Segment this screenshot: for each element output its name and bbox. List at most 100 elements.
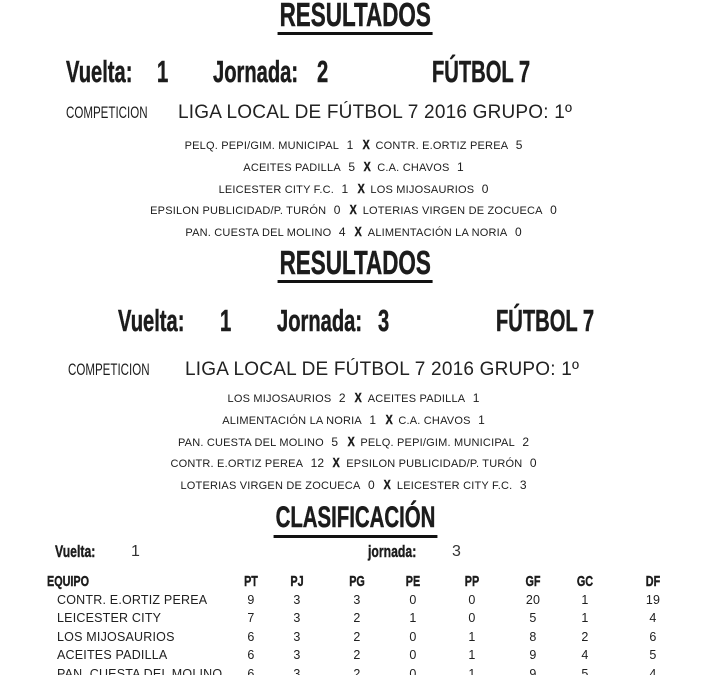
- cell-pj: 3: [293, 593, 301, 607]
- away-score: 1: [457, 159, 464, 174]
- column-header: PE: [405, 573, 421, 590]
- classification-header: CLASIFICACIÓN: [0, 502, 710, 538]
- vuelta-label: Vuelta:: [66, 54, 133, 89]
- section-title: RESULTADOS: [277, 246, 433, 283]
- vuelta-label: Vuelta:: [118, 303, 185, 338]
- match-list-jornada-3: LOS MIJOSAURIOS 2 X ACEITES PADILLA 1 AL…: [0, 387, 710, 496]
- cell-df: 19: [645, 593, 661, 607]
- away-score: 5: [515, 138, 523, 152]
- cell-pe: 0: [409, 629, 417, 644]
- cell-pp: 0: [468, 611, 476, 626]
- competicion-name: LIGA LOCAL DE FÚTBOL 7 2016 GRUPO: 1º: [178, 102, 573, 123]
- cell-pj: 3: [293, 611, 301, 626]
- cell-pp: 1: [468, 629, 476, 644]
- cell-gc: 1: [581, 593, 589, 607]
- cell-gc: 5: [581, 666, 589, 675]
- cell-pg: 2: [353, 611, 361, 626]
- jornada-label: Jornada:: [213, 54, 299, 89]
- score-separator: X: [333, 456, 341, 471]
- cell-pt: 6: [247, 648, 255, 663]
- table-row: LEICESTER CITY 7 3 2 1 0 5 1 4: [0, 609, 710, 627]
- score-separator: X: [357, 181, 365, 196]
- home-team: LEICESTER CITY F.C.: [218, 183, 335, 196]
- cell-pe: 0: [409, 666, 417, 675]
- column-header: PJ: [290, 573, 304, 590]
- cell-pt: 6: [247, 666, 255, 675]
- competicion-label: COMPETICION: [66, 103, 148, 122]
- away-team: C.A. CHAVOS: [377, 161, 450, 174]
- cell-pj: 3: [293, 629, 301, 644]
- classification-meta: Vuelta: 1 jornada: 3: [0, 543, 710, 565]
- home-team: PAN. CUESTA DEL MOLINO: [177, 436, 324, 449]
- home-team: LOTERIAS VIRGEN DE ZOCUECA: [180, 480, 361, 492]
- cell-gf: 9: [529, 666, 537, 675]
- cell-pj: 3: [293, 666, 301, 675]
- cell-df: 4: [649, 666, 657, 675]
- cell-gc: 2: [581, 629, 589, 644]
- round-meta-jornada-3: Vuelta: 1 Jornada: 3 FÚTBOL 7: [0, 305, 710, 341]
- column-header: EQUIPO: [47, 573, 90, 590]
- jornada-value: 3: [452, 543, 461, 560]
- jornada-value: 2: [317, 54, 329, 89]
- column-header: DF: [645, 573, 661, 590]
- home-score: 1: [346, 138, 354, 152]
- cell-pj: 3: [293, 648, 301, 663]
- score-separator: X: [364, 159, 372, 174]
- competicion-name: LIGA LOCAL DE FÚTBOL 7 2016 GRUPO: 1º: [185, 359, 580, 380]
- section-title: RESULTADOS: [277, 0, 433, 35]
- home-score: 5: [348, 159, 355, 174]
- column-header: PG: [349, 573, 365, 590]
- table-row: LOS MIJOSAURIOS 6 3 2 0 1 8 2 6: [0, 628, 710, 646]
- cell-gf: 20: [525, 593, 541, 607]
- away-team: LOS MIJOSAURIOS: [370, 183, 475, 196]
- away-score: 0: [550, 203, 557, 218]
- home-score: 12: [310, 456, 325, 471]
- cell-pp: 0: [468, 593, 476, 607]
- column-header: GC: [576, 573, 594, 590]
- cell-equipo: ACEITES PADILLA: [57, 648, 168, 663]
- home-score: 2: [338, 391, 346, 405]
- home-team: EPSILON PUBLICIDAD/P. TURÓN: [150, 205, 327, 218]
- away-team: ALIMENTACIÓN LA NORIA: [367, 227, 508, 239]
- sport-label: FÚTBOL 7: [496, 303, 595, 338]
- away-team: EPSILON PUBLICIDAD/P. TURÓN: [346, 458, 523, 471]
- cell-equipo: CONTR. E.ORTIZ PEREA: [57, 593, 208, 607]
- cell-equipo: LEICESTER CITY: [57, 611, 162, 626]
- cell-equipo: LOS MIJOSAURIOS: [57, 629, 175, 644]
- vuelta-label: Vuelta:: [55, 542, 96, 561]
- away-score: 0: [529, 456, 537, 471]
- home-score: 5: [331, 434, 339, 449]
- away-team: PELQ. PEPI/GIM. MUNICIPAL: [360, 436, 515, 449]
- cell-equipo: PAN. CUESTA DEL MOLINO: [57, 666, 223, 675]
- home-team: ACEITES PADILLA: [243, 161, 341, 174]
- home-score: 0: [367, 478, 375, 492]
- home-team: CONTR. E.ORTIZ PEREA: [170, 458, 304, 471]
- away-score: 0: [514, 225, 522, 239]
- cell-pe: 0: [409, 648, 417, 663]
- column-header: PP: [464, 573, 480, 590]
- away-team: C.A. CHAVOS: [398, 414, 471, 427]
- score-separator: X: [385, 412, 393, 427]
- away-team: LEICESTER CITY F.C.: [396, 480, 513, 492]
- column-header: PT: [244, 573, 258, 590]
- cell-pt: 7: [247, 611, 255, 626]
- home-team: LOS MIJOSAURIOS: [227, 393, 332, 405]
- cell-gf: 9: [529, 648, 537, 663]
- match-result: PAN. CUESTA DEL MOLINO 5 X PELQ. PEPI/GI…: [0, 431, 710, 453]
- home-score: 0: [333, 203, 341, 218]
- home-score: 1: [341, 181, 349, 196]
- jornada-label: jornada:: [368, 542, 417, 561]
- table-row: CONTR. E.ORTIZ PEREA 9 3 3 0 0 20 1 19: [0, 591, 710, 609]
- vuelta-value: 1: [220, 303, 232, 338]
- competition-row: COMPETICION LIGA LOCAL DE FÚTBOL 7 2016 …: [0, 101, 710, 127]
- vuelta-value: 1: [157, 54, 169, 89]
- cell-pe: 1: [409, 611, 417, 626]
- home-score: 1: [369, 412, 377, 427]
- sport-label: FÚTBOL 7: [432, 54, 531, 89]
- score-separator: X: [354, 391, 362, 405]
- standings-table-header: EQUIPO PT PJ PG PE PP GF GC DF: [0, 573, 710, 592]
- cell-pg: 2: [353, 648, 361, 663]
- match-list-jornada-2: PELQ. PEPI/GIM. MUNICIPAL 1 X CONTR. E.O…: [0, 134, 710, 243]
- match-result: PELQ. PEPI/GIM. MUNICIPAL 1 X CONTR. E.O…: [0, 134, 710, 156]
